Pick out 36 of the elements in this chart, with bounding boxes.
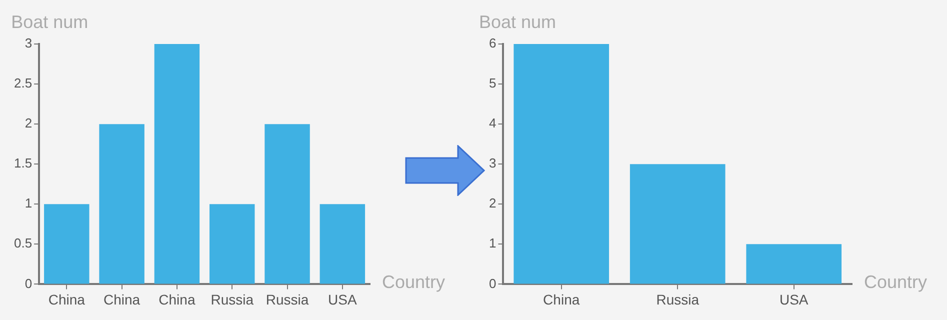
bar [320, 204, 366, 284]
y-tick-label: 2 [488, 196, 496, 211]
bar [630, 164, 726, 284]
y-tick-label: 2 [24, 116, 32, 131]
y-tick-label: 0.5 [14, 236, 32, 251]
y-tick-label: 4 [488, 116, 496, 131]
y-tick-label: 5 [488, 76, 496, 91]
y-tick-label: 2.5 [14, 76, 32, 91]
bar [746, 244, 842, 284]
y-tick-label: 1 [24, 196, 32, 211]
y-tick-label: 1 [488, 236, 496, 251]
bar [210, 204, 255, 284]
x-tick-label: Russia [656, 291, 700, 308]
x-axis-title: Country [382, 272, 446, 292]
x-tick-label: Russia [266, 291, 309, 308]
y-tick-label: 6 [488, 36, 496, 51]
x-axis-title: Country [864, 272, 928, 292]
bar [99, 124, 144, 284]
x-tick-label: USA [328, 291, 358, 308]
y-tick-label: 1.5 [14, 156, 32, 171]
y-tick-label: 3 [24, 36, 32, 51]
y-tick-label: 0 [488, 276, 496, 291]
x-tick-label: China [543, 291, 580, 308]
bar [514, 44, 610, 284]
x-tick-label: China [48, 291, 86, 308]
y-tick-label: 3 [488, 156, 496, 171]
x-tick-label: China [104, 291, 140, 308]
x-tick-label: China [158, 291, 196, 308]
y-axis-title: Boat num [479, 12, 556, 32]
y-axis-title: Boat num [11, 12, 88, 32]
x-tick-label: USA [779, 291, 809, 308]
y-tick-label: 0 [24, 276, 32, 291]
bar [44, 204, 90, 284]
x-tick-label: Russia [210, 291, 254, 308]
bar [154, 44, 200, 284]
bar [264, 124, 310, 284]
